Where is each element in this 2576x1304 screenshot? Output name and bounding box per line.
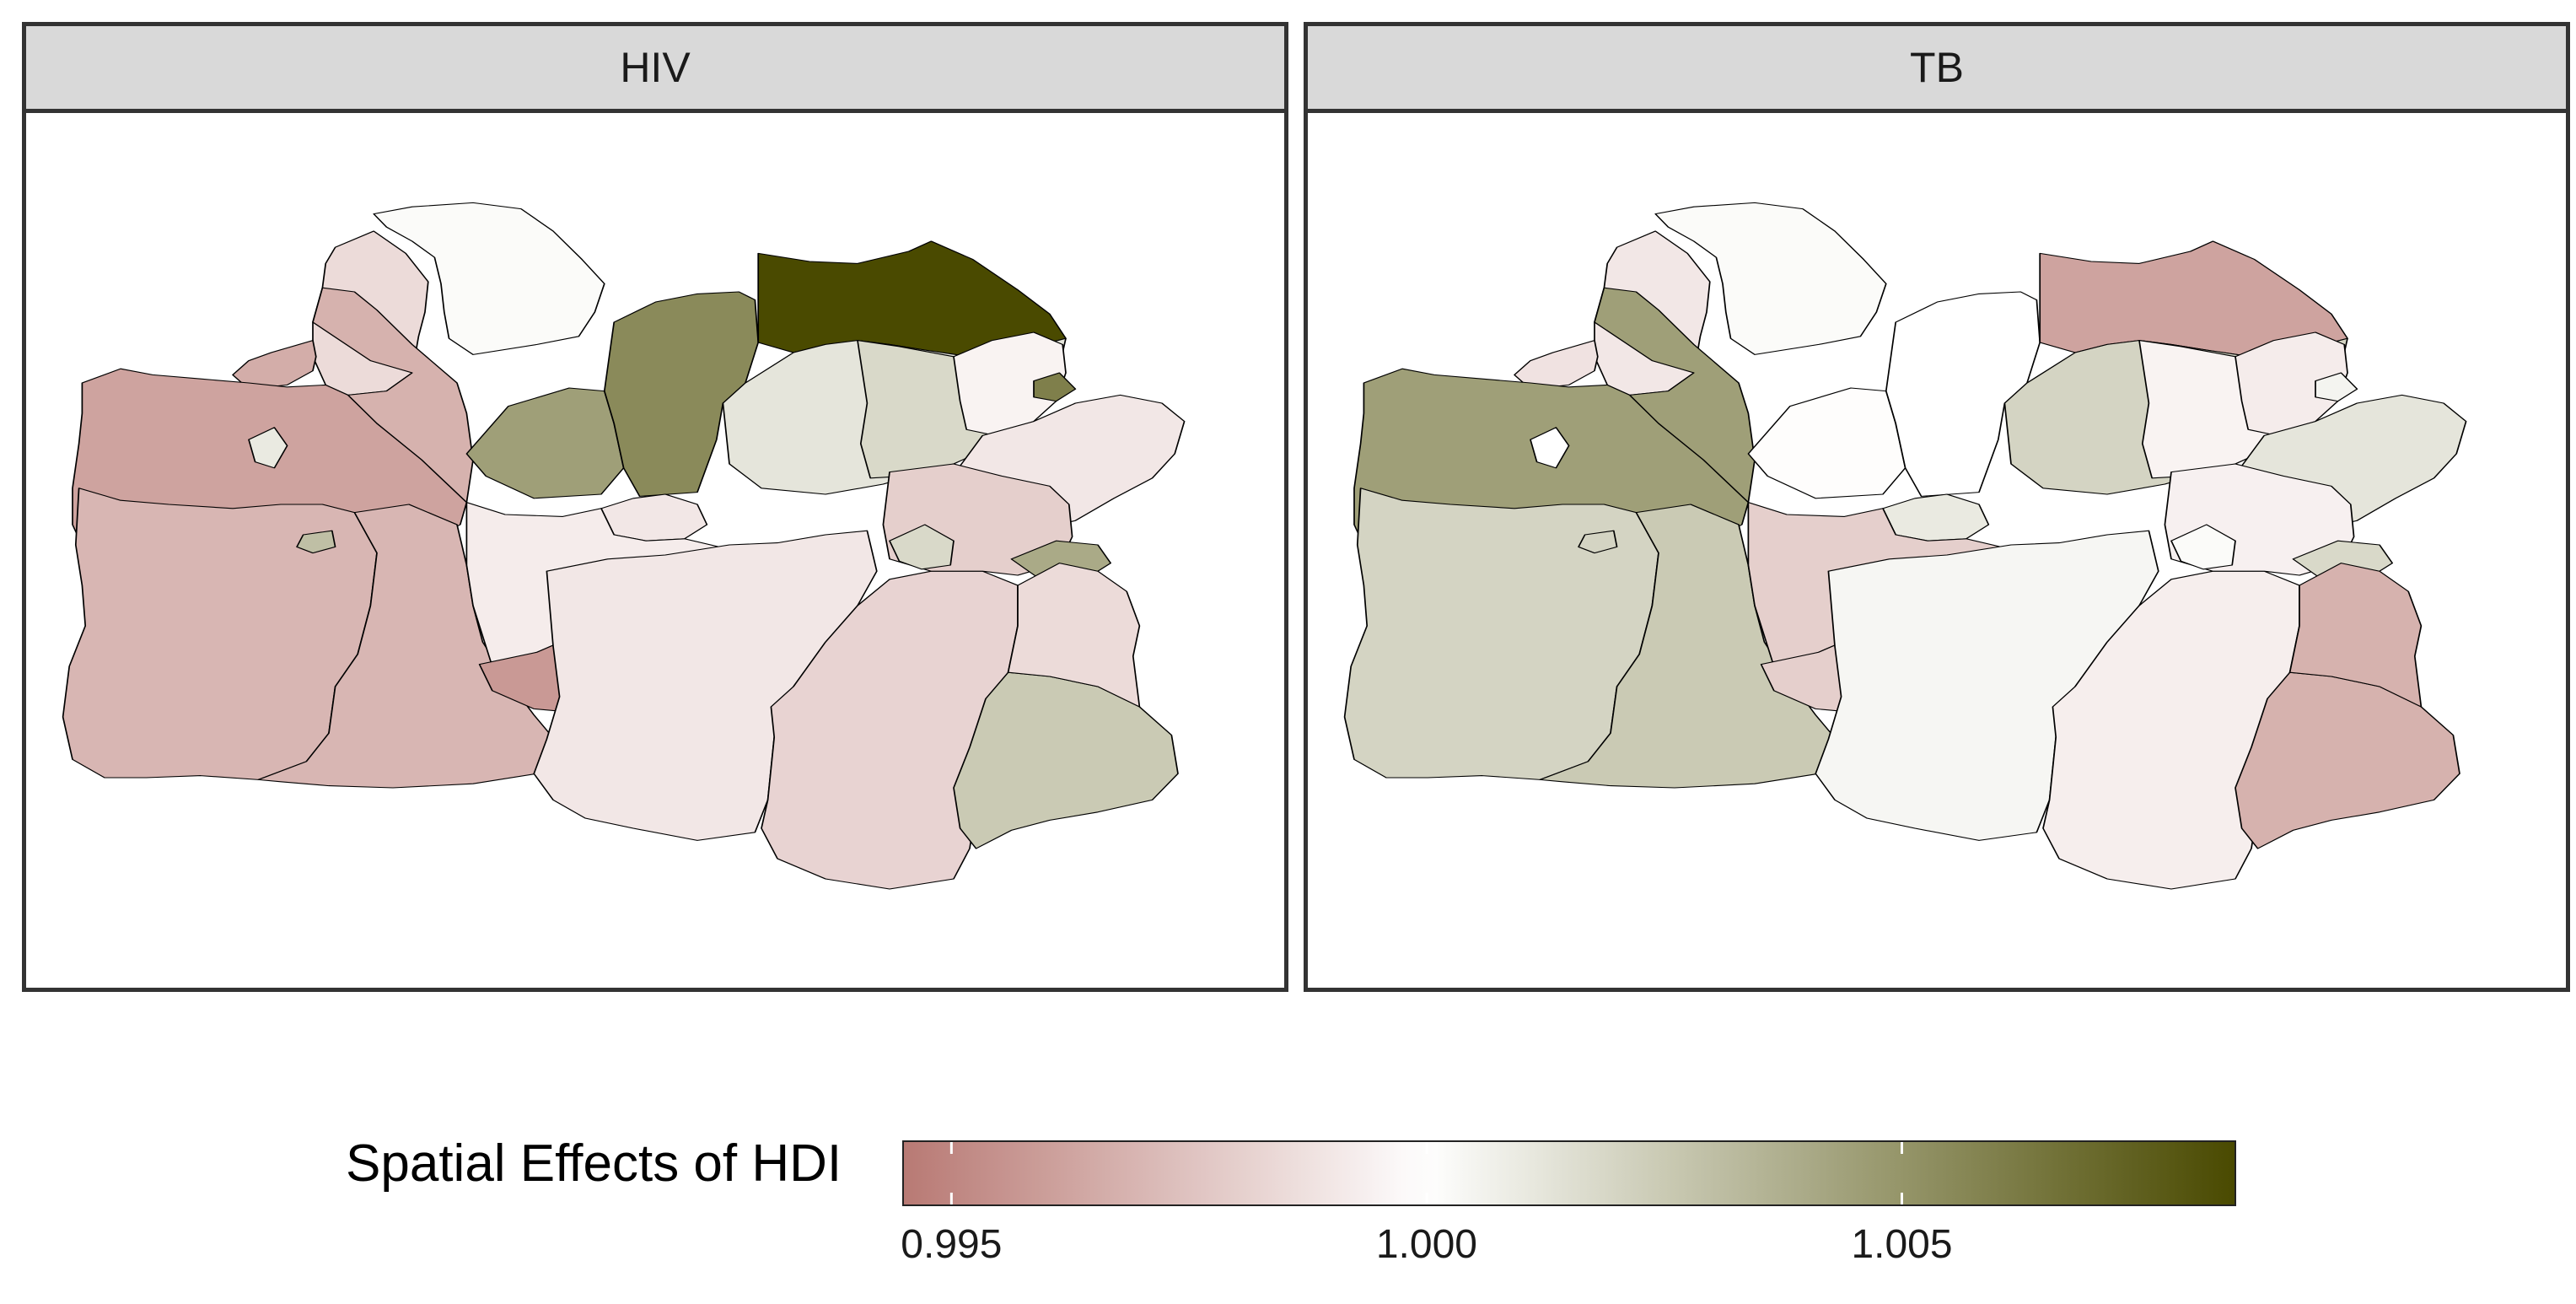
legend-tick-label: 1.005 (1851, 1222, 1953, 1267)
legend-tick-label: 0.995 (901, 1222, 1003, 1267)
region-enclave-south (889, 524, 955, 570)
tb-choropleth-map (1343, 202, 2467, 890)
region-small-city-nw (1514, 340, 1599, 390)
region-enclave-west (1530, 427, 1570, 469)
region-center-west-upper (465, 387, 625, 499)
region-small-city-nw (232, 340, 317, 390)
region-west-upper-mid (1594, 287, 1756, 504)
region-west-upper-mid (312, 287, 474, 504)
region-small-city-mid (600, 493, 708, 542)
region-center-west-upper (1747, 387, 1906, 499)
region-small-city-mid (1882, 493, 1990, 542)
color-legend: Spatial Effects of HDI 0.995 1.000 1.005 (0, 1122, 2576, 1304)
region-enclave-west-lower (296, 530, 336, 554)
region-southeast-tip (2235, 671, 2460, 849)
hiv-map-panel: HIV (22, 22, 1288, 992)
panel-title-tb: TB (1308, 26, 2566, 113)
region-north-coast-top (373, 202, 605, 355)
region-southeast-tip (953, 671, 1179, 849)
region-enclave-south (2170, 524, 2236, 570)
legend-tick-label: 1.000 (1375, 1222, 1477, 1267)
region-east-edge-small (2315, 372, 2358, 402)
region-north-coast-top (1654, 202, 1887, 355)
legend-title: Spatial Effects of HDI (346, 1134, 842, 1193)
region-enclave-west-lower (1578, 530, 1618, 554)
regions-group (62, 202, 1186, 890)
region-south-east-lower (1007, 563, 1141, 708)
region-enclave-west (248, 427, 288, 469)
legend-color-bar (902, 1140, 2236, 1206)
region-south-east-lower (2288, 563, 2423, 708)
hiv-choropleth-map (62, 202, 1186, 890)
panel-title-hiv: HIV (26, 26, 1284, 113)
tb-map-panel: TB (1304, 22, 2570, 992)
legend-gradient (904, 1142, 2235, 1204)
region-east-edge-small (1033, 372, 1077, 402)
regions-group (1343, 202, 2467, 890)
